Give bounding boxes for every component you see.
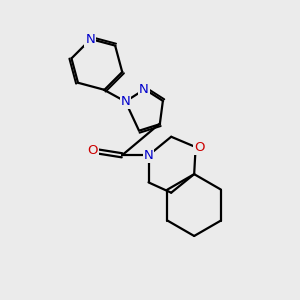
Text: N: N xyxy=(139,83,149,96)
Text: N: N xyxy=(85,33,95,46)
Text: N: N xyxy=(144,149,153,162)
Text: O: O xyxy=(87,144,98,158)
Text: N: N xyxy=(121,95,130,108)
Text: O: O xyxy=(194,141,204,154)
